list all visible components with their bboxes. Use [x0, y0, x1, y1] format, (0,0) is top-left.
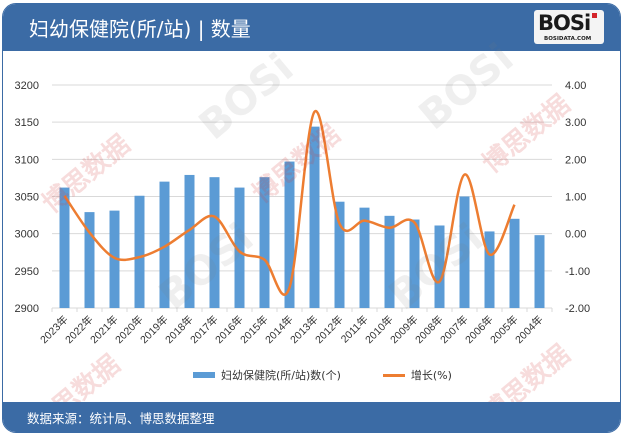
y-right-tick: 3.00 — [565, 117, 586, 129]
y-left-tick: 3100 — [15, 154, 39, 166]
footer-bar: 数据来源：统计局、博思数据整理 — [3, 402, 620, 432]
bar — [409, 219, 420, 308]
bar — [59, 187, 70, 308]
y-left-tick: 3050 — [15, 192, 39, 204]
y-left-tick: 3150 — [15, 117, 39, 129]
y-right-tick: 1.00 — [565, 192, 586, 204]
bar — [134, 195, 145, 308]
x-axis-label: 2012年 — [312, 313, 345, 346]
bar — [159, 181, 170, 308]
bar — [484, 231, 495, 308]
logo-dot-icon — [592, 13, 597, 18]
bar — [459, 196, 470, 308]
y-left-tick: 3200 — [15, 80, 39, 92]
y-right-tick: -1.00 — [565, 266, 590, 278]
legend-line-label: 增长(%) — [410, 369, 452, 382]
y-right-tick: 4.00 — [565, 80, 586, 92]
y-left-tick: 3000 — [15, 229, 39, 241]
header-bar: 妇幼保健院(所/站) | 数量 BOSi BOSIDATA.COM — [3, 4, 620, 51]
bar — [509, 218, 520, 308]
y-left-tick: 2950 — [15, 266, 39, 278]
chart-card: 妇幼保健院(所/站) | 数量 BOSi BOSIDATA.COM 3200 4.… — [2, 3, 621, 433]
bar — [384, 215, 395, 308]
data-source: 数据来源：统计局、博思数据整理 — [27, 411, 215, 426]
bar — [534, 235, 545, 308]
y-right-tick: 0.00 — [565, 229, 586, 241]
growth-line — [63, 110, 516, 296]
y-left-tick: 2900 — [15, 303, 39, 315]
x-axis-label: 2004年 — [512, 313, 545, 346]
bar — [209, 177, 220, 308]
bar — [234, 187, 245, 308]
chart-plot: 3200 4.00 3150 3.00 3100 2.00 3050 1.00 3000 0.00… — [15, 80, 591, 346]
bar — [109, 210, 120, 308]
bar — [434, 225, 445, 308]
legend-bar-swatch — [193, 372, 215, 378]
bar — [309, 126, 320, 308]
bar — [284, 161, 295, 308]
bosi-logo: BOSi BOSIDATA.COM — [534, 10, 604, 44]
legend-line-swatch — [382, 373, 405, 377]
bar — [259, 177, 270, 308]
y-right-tick: -2.00 — [565, 303, 590, 315]
chart-title: 妇幼保健院(所/站) | 数量 — [29, 17, 251, 41]
logo-subtext: BOSIDATA.COM — [544, 36, 592, 42]
bar — [359, 207, 370, 308]
logo-text: BOSi — [538, 11, 591, 35]
legend-bar-label: 妇幼保健院(所/站)数(个) — [221, 369, 341, 382]
bar — [184, 174, 195, 308]
bar — [84, 212, 95, 308]
chart-legend: 妇幼保健院(所/站)数(个) 增长(%) — [193, 367, 452, 383]
bar — [334, 201, 345, 308]
y-right-tick: 2.00 — [565, 154, 586, 166]
